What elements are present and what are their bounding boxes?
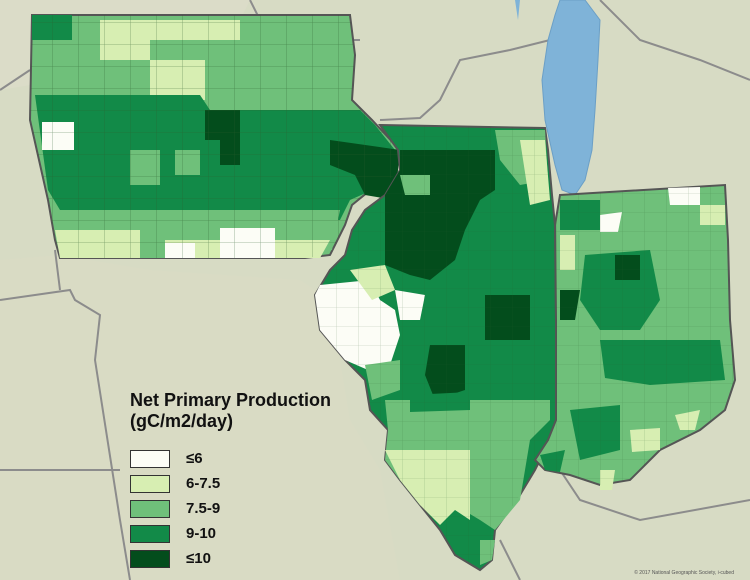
legend-item: 7.5-9 — [130, 496, 360, 521]
legend-label: ≤6 — [186, 450, 203, 467]
legend-label: ≤10 — [186, 550, 211, 567]
legend-item: ≤10 — [130, 546, 360, 571]
legend-title-line1: Net Primary Production — [130, 390, 332, 410]
state-indiana — [533, 183, 737, 490]
legend-swatch — [130, 449, 170, 468]
legend-swatch — [130, 499, 170, 518]
legend-item: 6-7.5 — [130, 471, 360, 496]
legend-swatch — [130, 474, 170, 493]
state-iowa — [28, 14, 400, 259]
legend-title-line2: (gC/m2/day) — [130, 411, 234, 431]
legend-label: 7.5-9 — [186, 500, 221, 517]
legend-title: Net Primary Production (gC/m2/day) — [130, 390, 360, 432]
legend-swatch — [130, 524, 170, 543]
state-illinois — [313, 123, 557, 572]
legend-item: 9-10 — [130, 521, 360, 546]
legend-items: ≤6 6-7.5 7.5-9 9-10 ≤10 — [130, 446, 360, 571]
legend-label: 9-10 — [186, 525, 217, 542]
legend-item: ≤6 — [130, 446, 360, 471]
legend-label: 6-7.5 — [186, 475, 221, 492]
small-lake — [515, 0, 520, 20]
legend: Net Primary Production (gC/m2/day) ≤6 6-… — [130, 390, 360, 571]
legend-swatch — [130, 549, 170, 568]
map-credit: © 2017 National Geographic Society, i-cu… — [634, 570, 734, 576]
terrain-southwest — [0, 255, 400, 580]
